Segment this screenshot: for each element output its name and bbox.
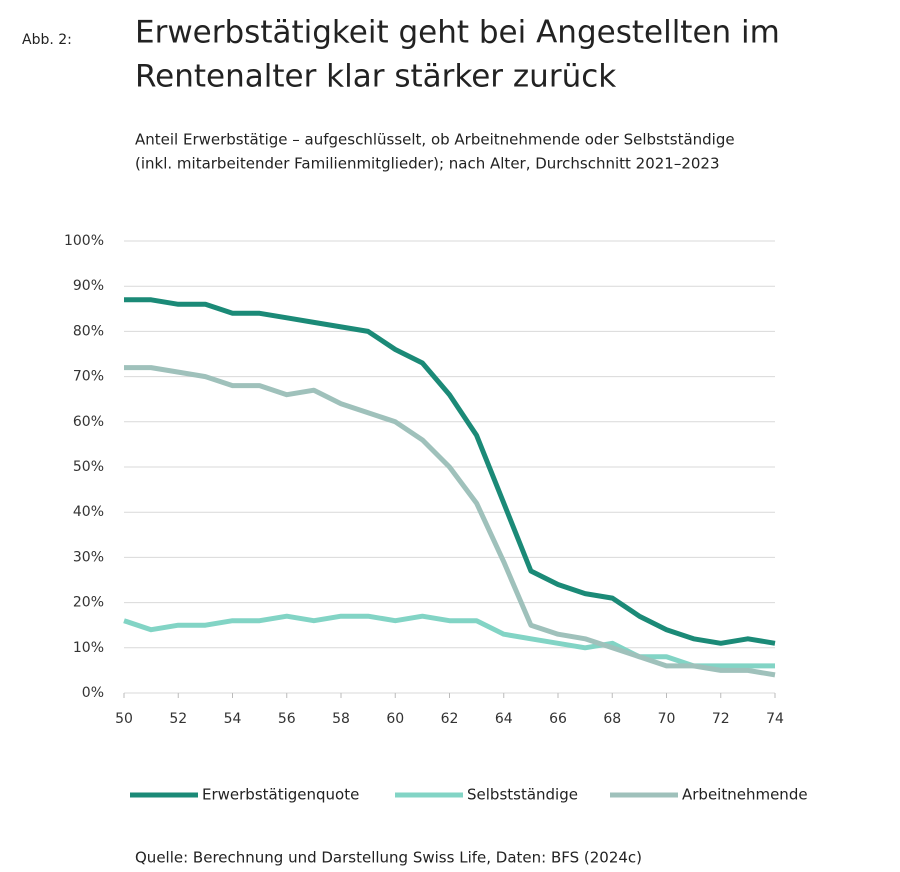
line (123, 613, 775, 669)
y-tick-label: 20% (73, 595, 104, 611)
x-tick-label: 52 (169, 711, 187, 727)
x-tick-label: 68 (603, 711, 621, 727)
y-tick-label: 0% (82, 685, 104, 701)
y-tick-label: 70% (73, 369, 104, 385)
x-tick-label: 56 (278, 711, 296, 727)
source: Quelle: Berechnung und Darstellung Swiss… (135, 849, 642, 867)
x-tick-label: 58 (332, 711, 350, 727)
x-tick-label: 54 (224, 711, 242, 727)
y-tick-label: 100% (64, 233, 104, 249)
x-tick-label: 70 (658, 711, 676, 727)
y-tick-label: 90% (73, 278, 104, 294)
line (124, 365, 776, 678)
x-tick-label: 72 (712, 711, 730, 727)
y-tick-label: 60% (73, 414, 104, 430)
y-tick-label: 10% (73, 640, 104, 656)
x-tick-label: 62 (441, 711, 459, 727)
line (124, 297, 776, 646)
subtitle: (inkl. mitarbeitender Familienmitglieder… (135, 155, 720, 173)
legend-label: Selbstständige (467, 786, 578, 804)
subtitle: Anteil Erwerbstätige – aufgeschlüsselt, … (135, 131, 735, 149)
x-tick-label: 74 (766, 711, 784, 727)
chart-title: Rentenalter klar stärker zurück (135, 59, 616, 95)
x-tick-label: 60 (386, 711, 404, 727)
legend-label: Arbeitnehmende (682, 786, 808, 804)
y-tick-label: 40% (73, 504, 104, 520)
y-tick-label: 30% (73, 549, 104, 565)
x-tick-label: 64 (495, 711, 513, 727)
figure-label: Abb. 2: (22, 32, 72, 48)
x-tick-label: 50 (115, 711, 133, 727)
chart-title: Erwerbstätigkeit geht bei Angestellten i… (135, 15, 780, 51)
y-tick-label: 80% (73, 323, 104, 339)
y-tick-label: 50% (73, 459, 104, 475)
x-tick-label: 66 (549, 711, 567, 727)
legend-label: Erwerbstätigenquote (202, 786, 359, 804)
